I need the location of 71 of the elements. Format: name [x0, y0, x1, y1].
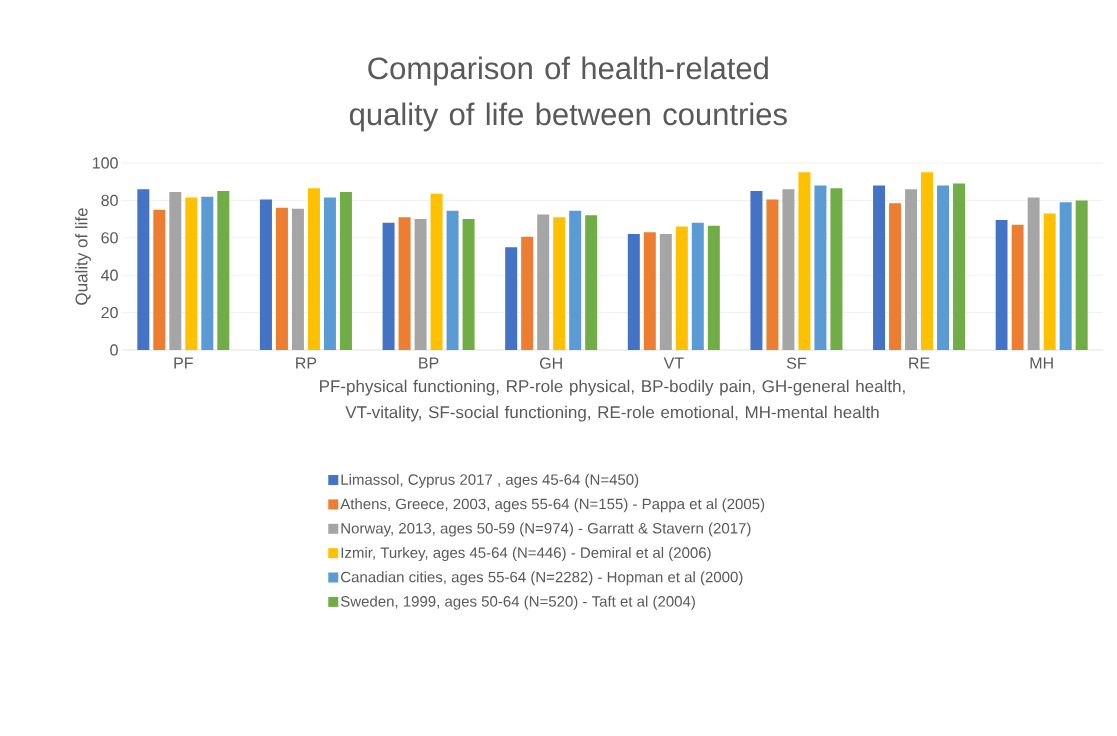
- bar: [569, 210, 582, 350]
- y-tick-label: 60: [101, 232, 118, 244]
- bar: [782, 189, 795, 350]
- x-axis-title: PF-physical functioning, RP-role physical, BP-bodily pain, GH-general health, VT-vitality, SF-social functioning, RE-role emotional, MH-mental health: [320, 379, 905, 422]
- bar: [830, 188, 843, 350]
- bar: [201, 196, 214, 350]
- bar: [291, 208, 304, 350]
- y-tick-label: 100: [93, 157, 118, 169]
- bar: [1027, 197, 1040, 350]
- bar: [675, 226, 688, 350]
- y-tick-label: 0: [110, 344, 118, 356]
- bar: [873, 185, 886, 350]
- y-tick-label: 20: [101, 306, 118, 319]
- legend-label: Canadian cities, ages 55-64 (N=2282) - Hopman et al (2000): [341, 571, 743, 586]
- x-tick-label: BP: [419, 357, 439, 369]
- x-tick-label: RE: [909, 357, 930, 369]
- x-tick-label: SF: [786, 357, 807, 369]
- bar: [659, 234, 672, 350]
- bar: [627, 234, 640, 350]
- bar: [643, 232, 656, 350]
- bar: [446, 210, 459, 350]
- bar: [185, 197, 198, 350]
- bar: [505, 247, 518, 350]
- legend-label: Limassol, Cyprus 2017 , ages 45-64 (N=450): [341, 473, 639, 488]
- bar: [553, 217, 566, 350]
- x-tick-label: VT: [663, 357, 684, 369]
- bar: [905, 189, 918, 350]
- y-tick-label: 40: [101, 269, 118, 281]
- bar: [1075, 200, 1088, 350]
- bar: [921, 172, 934, 350]
- bar: [137, 189, 150, 350]
- legend-label: Sweden, 1999, ages 50-64 (N=520) - Taft et al (2004): [340, 595, 695, 610]
- legend-label: Izmir, Turkey, ages 45-64 (N=446) - Demiral et al (2006): [341, 546, 711, 561]
- bar: [382, 222, 395, 350]
- bar: [339, 191, 352, 350]
- x-tick-label: MH: [1030, 357, 1053, 369]
- legend-label: Norway, 2013, ages 50-59 (N=974) - Garratt & Stavern (2017): [341, 522, 751, 537]
- chart-title: Comparison of health-related quality of life between countries: [349, 56, 787, 132]
- bar: [307, 188, 320, 350]
- bar: [995, 220, 1008, 350]
- bar: [953, 183, 966, 350]
- bar: [814, 185, 827, 350]
- y-axis-title: Quality of life: [75, 208, 91, 305]
- bar: [707, 225, 720, 350]
- bar: [766, 199, 779, 350]
- bar: [585, 215, 598, 350]
- bar: [1043, 213, 1056, 350]
- bar: [750, 191, 763, 350]
- x-tick-label: GH: [539, 357, 562, 369]
- bar: [521, 236, 534, 350]
- legend-label: Athens, Greece, 2003, ages 55-64 (N=155) - Pappa et al (2005): [340, 498, 765, 513]
- bar: [169, 191, 182, 350]
- bar: [398, 217, 411, 350]
- bar: [153, 209, 166, 350]
- x-tick-label: PF: [174, 357, 193, 369]
- x-tick-label: RP: [296, 357, 317, 369]
- bar: [323, 197, 336, 350]
- bar: [259, 199, 272, 350]
- bar: [430, 193, 443, 350]
- bar: [937, 185, 950, 350]
- bar: [1011, 224, 1024, 350]
- y-tick-label: 80: [101, 194, 118, 207]
- bar: [414, 219, 427, 350]
- bar: [537, 214, 550, 350]
- bar: [462, 219, 475, 350]
- bar: [889, 203, 902, 350]
- bar: [798, 172, 811, 350]
- bar: [217, 191, 230, 350]
- bar: [275, 207, 288, 350]
- bar: [691, 222, 704, 350]
- bar: [1059, 202, 1072, 350]
